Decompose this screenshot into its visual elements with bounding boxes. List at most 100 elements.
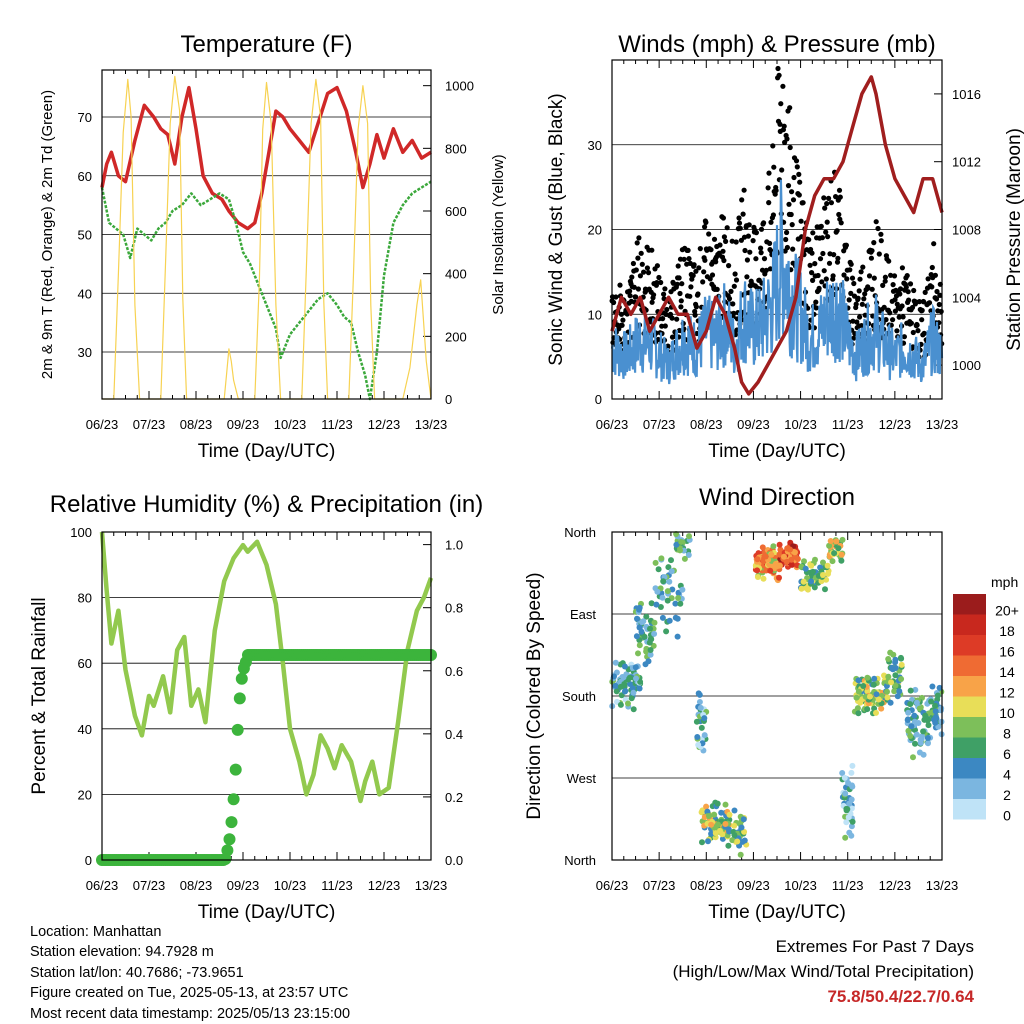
direction-point [666,578,673,585]
direction-point [719,835,726,842]
gust-point [747,249,753,255]
direction-point [647,625,653,632]
gust-point [938,308,944,315]
direction-point [737,851,744,858]
gust-point [813,305,819,311]
gust-point [904,273,910,279]
gust-point [736,215,742,221]
gust-point [717,242,723,248]
direction-point [630,706,637,713]
direction-point [855,688,862,695]
x-tick-label: 12/23 [879,878,912,893]
gust-point [836,211,842,218]
direction-point [855,677,862,684]
gust-point [883,317,889,323]
gust-point [708,247,714,253]
gust-point [901,334,908,340]
direction-point [896,688,903,695]
direction-point [672,600,679,607]
gust-point [761,220,767,226]
direction-point [658,555,665,562]
gust-point [745,233,752,239]
direction-point [938,705,945,712]
x-tick-label: 07/23 [643,878,676,893]
gust-point [675,263,681,269]
direction-point [825,570,831,577]
gust-point [855,295,861,301]
station-info: Location: Manhattan Station elevation: 9… [30,922,350,1024]
direction-point [925,740,931,747]
gust-point [891,273,898,279]
gust-point [878,238,884,244]
gust-point [934,288,940,295]
gust-point [758,250,764,256]
direction-point [674,615,681,622]
gust-point [833,194,839,200]
x-tick-label: 13/23 [415,878,448,893]
gust-point [627,288,633,294]
y-tick-label: 60 [78,656,92,671]
gust-point [853,301,859,307]
direction-point [932,708,939,715]
gust-point [825,234,831,240]
y2-tick-label: 1016 [952,87,981,102]
gust-point [736,220,743,226]
station-elevation: Station elevation: 94.7928 m [30,944,214,961]
y-tick-label: 80 [78,591,92,606]
gust-point [707,276,713,282]
gust-point [890,317,896,323]
direction-point [789,561,795,568]
gust-point [788,211,794,218]
gust-point [768,219,774,225]
gust-point [778,101,784,107]
direction-point [776,551,783,558]
pressure-series [610,75,944,396]
direction-point [776,562,783,569]
precip-point [223,833,236,846]
solar-series [102,75,432,400]
direction-point [731,807,738,814]
gust-point [618,311,625,317]
y2-axis-label: Solar Insolation (Yellow) [490,154,507,314]
gust-point [882,278,888,284]
direction-point [659,594,666,601]
direction-point [718,809,725,816]
gust-point [919,307,925,313]
direction-point [788,556,795,563]
direction-point [932,702,938,709]
gust-point [784,136,790,142]
x-tick-label: 06/23 [86,878,119,893]
gust-point [664,306,670,313]
gust-point [674,281,680,287]
direction-point [894,693,901,700]
colorbar-unit: mph [991,574,1018,590]
gust-point [767,266,774,272]
gust-point [702,224,708,230]
gust-point [910,344,916,350]
direction-point [668,568,675,575]
direction-point [617,683,624,690]
direction-point [657,604,664,610]
gust-point [881,304,887,310]
y-tick-label: 70 [78,110,92,125]
direction-point [776,574,782,581]
gust-point [656,274,662,281]
gust-point [636,235,642,241]
colorbar-swatch [953,778,986,799]
direction-point [663,628,670,635]
winds-pressure-chart: Winds (mph) & Pressure (mb) Time (Day/UTC… [546,31,1024,462]
gust-point [880,282,886,288]
gust-point [929,264,935,271]
gust-point [797,179,803,185]
gust-point [848,261,854,267]
gust-point [620,317,626,323]
humidity-series [99,531,434,804]
gust-point [613,294,619,300]
gust-point [871,275,877,281]
gust-point [922,289,928,295]
gust-point [800,200,806,206]
direction-point [839,770,846,776]
gust-point [697,246,703,252]
gust-point [847,267,853,273]
direction-point [696,699,703,705]
